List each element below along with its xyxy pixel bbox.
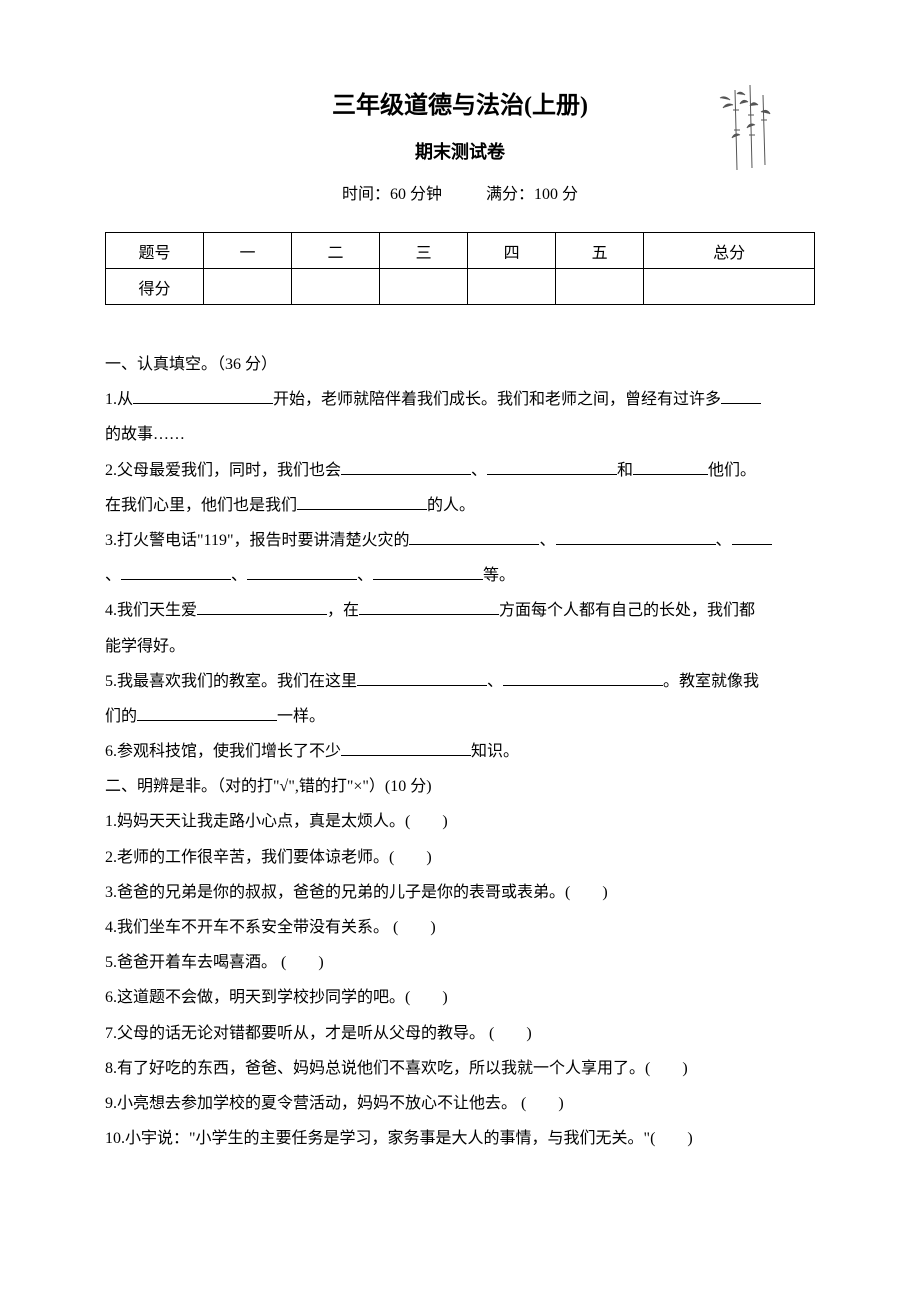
text: 的人。 bbox=[427, 497, 475, 514]
question-5: 5.我最喜欢我们的教室。我们在这里 、 。教室就像我 bbox=[105, 664, 815, 699]
tf-item: 6.这道题不会做，明天到学校抄同学的吧。( ) bbox=[105, 980, 815, 1015]
blank bbox=[341, 755, 471, 756]
question-4-cont: 能学得好。 bbox=[105, 629, 815, 664]
question-6: 6.参观科技馆，使我们增长了不少 知识。 bbox=[105, 734, 815, 769]
tf-item: 5.爸爸开着车去喝喜酒。 ( ) bbox=[105, 945, 815, 980]
main-title: 三年级道德与法治(上册) bbox=[105, 85, 815, 120]
table-cell: 五 bbox=[556, 233, 644, 269]
question-2: 2.父母最爱我们，同时，我们也会 、 和 他们。 bbox=[105, 453, 815, 488]
text: 6.参观科技馆，使我们增长了不少 bbox=[105, 743, 341, 760]
row-label: 题号 bbox=[106, 233, 204, 269]
section-2-header: 二、明辨是非。（对的打"√",错的打"×"）(10 分) bbox=[105, 769, 815, 804]
blank bbox=[341, 474, 471, 475]
text: 5.我最喜欢我们的教室。我们在这里 bbox=[105, 673, 357, 690]
tf-item: 1.妈妈天天让我走路小心点，真是太烦人。( ) bbox=[105, 804, 815, 839]
tf-item: 3.爸爸的兄弟是你的叔叔，爸爸的兄弟的儿子是你的表哥或表弟。( ) bbox=[105, 875, 815, 910]
question-4: 4.我们天生爱 ，在 方面每个人都有自己的长处，我们都 bbox=[105, 593, 815, 628]
question-3-cont: 、 、 、 等。 bbox=[105, 558, 815, 593]
table-cell bbox=[292, 269, 380, 305]
table-cell bbox=[644, 269, 815, 305]
question-1-cont: 的故事…… bbox=[105, 417, 815, 452]
sub-title: 期末测试卷 bbox=[105, 138, 815, 164]
text: 、 bbox=[539, 532, 555, 549]
text: 、 bbox=[231, 567, 247, 584]
text: 1.从 bbox=[105, 391, 133, 408]
text: 、 bbox=[471, 462, 487, 479]
tf-item: 8.有了好吃的东西，爸爸、妈妈总说他们不喜欢吃，所以我就一个人享用了。( ) bbox=[105, 1051, 815, 1086]
text: 他们。 bbox=[708, 462, 756, 479]
exam-content: 一、认真填空。（36 分） 1.从 开始，老师就陪伴着我们成长。我们和老师之间，曾… bbox=[105, 347, 815, 1156]
blank bbox=[357, 685, 487, 686]
table-row: 得分 bbox=[106, 269, 815, 305]
blank bbox=[121, 579, 231, 580]
text: 知识。 bbox=[471, 743, 519, 760]
text: 们的 bbox=[105, 708, 137, 725]
text: 3.打火警电话"119"，报告时要讲清楚火灾的 bbox=[105, 532, 409, 549]
blank bbox=[503, 685, 663, 686]
bamboo-icon bbox=[715, 80, 775, 175]
text: 、 bbox=[357, 567, 373, 584]
exam-info: 时间：60 分钟 满分：100 分 bbox=[105, 180, 815, 204]
blank bbox=[633, 474, 708, 475]
question-5-cont: 们的 一样。 bbox=[105, 699, 815, 734]
question-1: 1.从 开始，老师就陪伴着我们成长。我们和老师之间，曾经有过许多 bbox=[105, 382, 815, 417]
text: 。教室就像我 bbox=[663, 673, 759, 690]
text: 、 bbox=[105, 567, 121, 584]
text: 开始，老师就陪伴着我们成长。我们和老师之间，曾经有过许多 bbox=[273, 391, 721, 408]
text: 一样。 bbox=[277, 708, 325, 725]
text: ，在 bbox=[327, 602, 359, 619]
table-cell bbox=[204, 269, 292, 305]
tf-item: 7.父母的话无论对错都要听从，才是听从父母的教导。 ( ) bbox=[105, 1016, 815, 1051]
table-cell: 二 bbox=[292, 233, 380, 269]
blank bbox=[137, 720, 277, 721]
blank bbox=[487, 474, 617, 475]
table-cell: 四 bbox=[468, 233, 556, 269]
table-cell: 一 bbox=[204, 233, 292, 269]
score-table: 题号 一 二 三 四 五 总分 得分 bbox=[105, 232, 815, 305]
table-cell bbox=[380, 269, 468, 305]
question-3: 3.打火警电话"119"，报告时要讲清楚火灾的 、 、 bbox=[105, 523, 815, 558]
table-row: 题号 一 二 三 四 五 总分 bbox=[106, 233, 815, 269]
blank bbox=[197, 614, 327, 615]
question-2-cont: 在我们心里，他们也是我们 的人。 bbox=[105, 488, 815, 523]
text: 在我们心里，他们也是我们 bbox=[105, 497, 297, 514]
blank bbox=[732, 544, 772, 545]
blank bbox=[247, 579, 357, 580]
text: 4.我们天生爱 bbox=[105, 602, 197, 619]
score-label: 满分：100 分 bbox=[486, 186, 578, 203]
blank bbox=[409, 544, 539, 545]
exam-header: 三年级道德与法治(上册) 期末测试卷 时间：60 分钟 满分：100 分 bbox=[105, 85, 815, 204]
text: 和 bbox=[617, 462, 633, 479]
time-label: 时间：60 分钟 bbox=[342, 186, 442, 203]
blank bbox=[721, 403, 761, 404]
text: 等。 bbox=[483, 567, 515, 584]
text: 2.父母最爱我们，同时，我们也会 bbox=[105, 462, 341, 479]
tf-item: 2.老师的工作很辛苦，我们要体谅老师。( ) bbox=[105, 840, 815, 875]
text: 、 bbox=[716, 532, 732, 549]
row-label: 得分 bbox=[106, 269, 204, 305]
table-cell: 三 bbox=[380, 233, 468, 269]
table-cell bbox=[556, 269, 644, 305]
table-cell bbox=[468, 269, 556, 305]
blank bbox=[297, 509, 427, 510]
table-cell: 总分 bbox=[644, 233, 815, 269]
section-1-header: 一、认真填空。（36 分） bbox=[105, 347, 815, 382]
tf-item: 10.小宇说："小学生的主要任务是学习，家务事是大人的事情，与我们无关。"( ) bbox=[105, 1121, 815, 1156]
text: 、 bbox=[487, 673, 503, 690]
tf-item: 4.我们坐车不开车不系安全带没有关系。 ( ) bbox=[105, 910, 815, 945]
blank bbox=[359, 614, 499, 615]
blank bbox=[373, 579, 483, 580]
blank bbox=[133, 403, 273, 404]
blank bbox=[556, 544, 716, 545]
text: 方面每个人都有自己的长处，我们都 bbox=[499, 602, 755, 619]
tf-item: 9.小亮想去参加学校的夏令营活动，妈妈不放心不让他去。 ( ) bbox=[105, 1086, 815, 1121]
